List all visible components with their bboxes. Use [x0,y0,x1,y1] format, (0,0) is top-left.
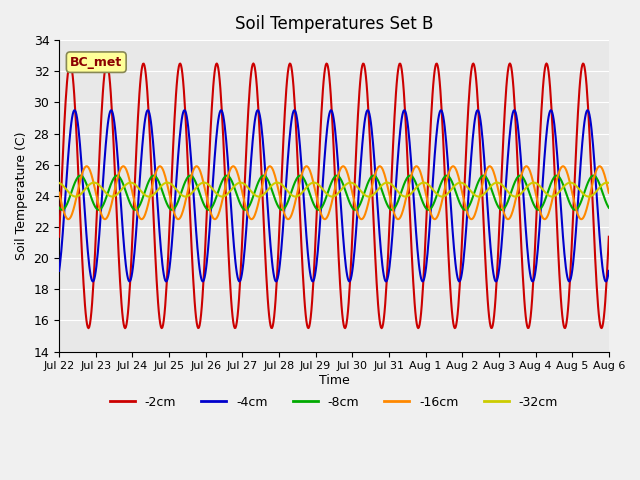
Text: BC_met: BC_met [70,56,122,69]
Legend: -2cm, -4cm, -8cm, -16cm, -32cm: -2cm, -4cm, -8cm, -16cm, -32cm [105,391,563,414]
X-axis label: Time: Time [319,374,349,387]
Y-axis label: Soil Temperature (C): Soil Temperature (C) [15,132,28,260]
Title: Soil Temperatures Set B: Soil Temperatures Set B [235,15,433,33]
